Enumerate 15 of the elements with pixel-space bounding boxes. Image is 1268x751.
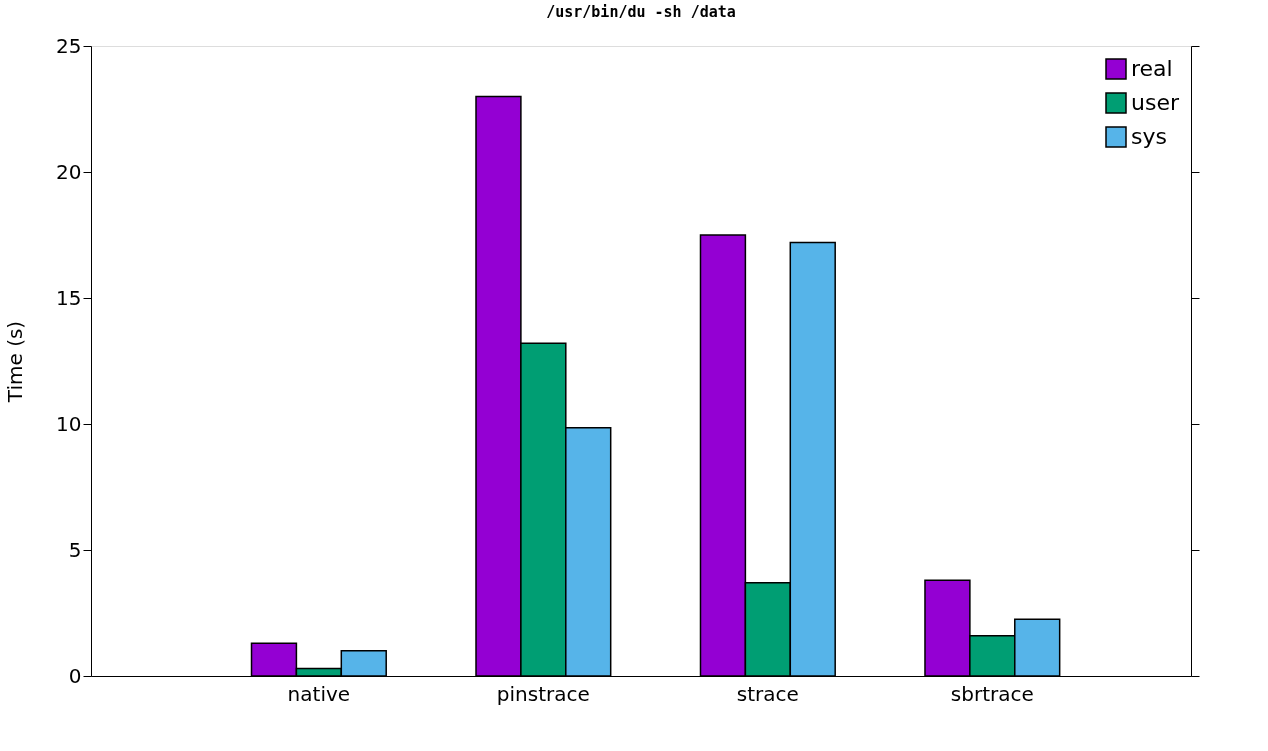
x-tick-label: native <box>287 681 351 706</box>
legend-label: real <box>1131 56 1173 81</box>
y-tick-label: 25 <box>56 33 82 58</box>
y-tick-label: 0 <box>68 663 82 688</box>
x-tick-label: pinstrace <box>496 681 590 706</box>
y-axis-title: Time (s) <box>3 320 28 404</box>
legend-label: sys <box>1131 124 1167 149</box>
y-tick-label: 15 <box>56 285 82 310</box>
y-tick-label: 5 <box>68 537 82 562</box>
y-tick-label: 20 <box>56 159 82 184</box>
y-tick-label: 10 <box>56 411 82 436</box>
x-tick-label: sbrtrace <box>950 681 1034 706</box>
legend-label: user <box>1131 90 1180 115</box>
x-tick-label: strace <box>736 681 799 706</box>
chart-title: /usr/bin/du -sh /data <box>546 3 736 21</box>
